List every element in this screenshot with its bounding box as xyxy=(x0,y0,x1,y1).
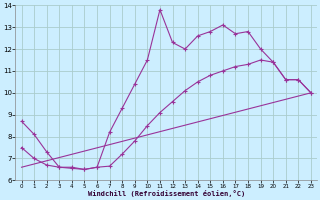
X-axis label: Windchill (Refroidissement éolien,°C): Windchill (Refroidissement éolien,°C) xyxy=(88,190,245,197)
